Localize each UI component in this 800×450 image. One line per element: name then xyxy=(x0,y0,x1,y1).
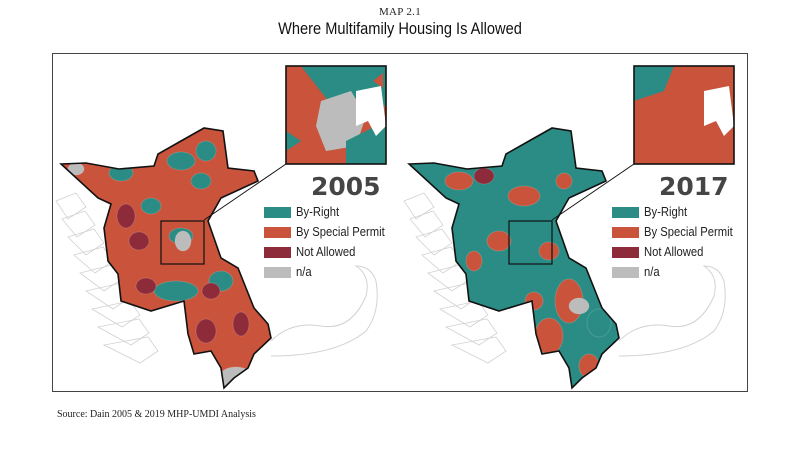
legend-label: Not Allowed xyxy=(644,245,704,259)
legend-label: By-Right xyxy=(296,205,340,219)
legend-label: By Special Permit xyxy=(296,225,385,239)
swatch-special-permit xyxy=(612,226,639,238)
legend-label: By-Right xyxy=(644,205,688,219)
figure-title: Where Multifamily Housing Is Allowed xyxy=(278,19,522,38)
legend-2005: By-Right By Special Permit Not Allowed n… xyxy=(264,202,395,282)
swatch-special-permit xyxy=(264,226,291,238)
boston-inset xyxy=(633,65,735,165)
map-number: MAP 2.1 xyxy=(378,6,422,18)
inset-leader-line xyxy=(551,163,635,221)
region-outline xyxy=(59,127,272,390)
swatch-na xyxy=(612,266,639,278)
boston-inset xyxy=(285,65,387,165)
legend-item-not-allowed: Not Allowed xyxy=(264,242,395,262)
inset-leader-line xyxy=(203,163,287,221)
legend-label: n/a xyxy=(644,265,660,279)
map-year-2017: 2017 xyxy=(659,172,729,201)
legend-label: By Special Permit xyxy=(644,225,733,239)
swatch-not-allowed xyxy=(264,246,291,258)
region-outline xyxy=(407,127,620,390)
municipalities xyxy=(61,128,271,388)
legend-label: Not Allowed xyxy=(296,245,356,259)
legend-item-special-permit: By Special Permit xyxy=(612,222,743,242)
inset-locator-box xyxy=(160,220,205,265)
legend-2017: By-Right By Special Permit Not Allowed n… xyxy=(612,202,743,282)
swatch-na xyxy=(264,266,291,278)
legend-item-by-right: By-Right xyxy=(612,202,743,222)
swatch-not-allowed xyxy=(612,246,639,258)
maps-svg xyxy=(55,65,735,390)
inset-locator-box xyxy=(508,220,553,265)
legend-item-na: n/a xyxy=(612,262,743,282)
legend-item-na: n/a xyxy=(264,262,395,282)
swatch-by-right xyxy=(264,206,291,218)
municipalities xyxy=(409,128,619,388)
legend-label: n/a xyxy=(296,265,312,279)
swatch-by-right xyxy=(612,206,639,218)
map-year-2005: 2005 xyxy=(311,172,381,201)
source-note: Source: Dain 2005 & 2019 MHP-UMDI Analys… xyxy=(57,409,256,420)
map-frame: 2005 By-Right By Special Permit Not Allo… xyxy=(52,53,748,392)
legend-item-by-right: By-Right xyxy=(264,202,395,222)
legend-item-special-permit: By Special Permit xyxy=(264,222,395,242)
legend-item-not-allowed: Not Allowed xyxy=(612,242,743,262)
